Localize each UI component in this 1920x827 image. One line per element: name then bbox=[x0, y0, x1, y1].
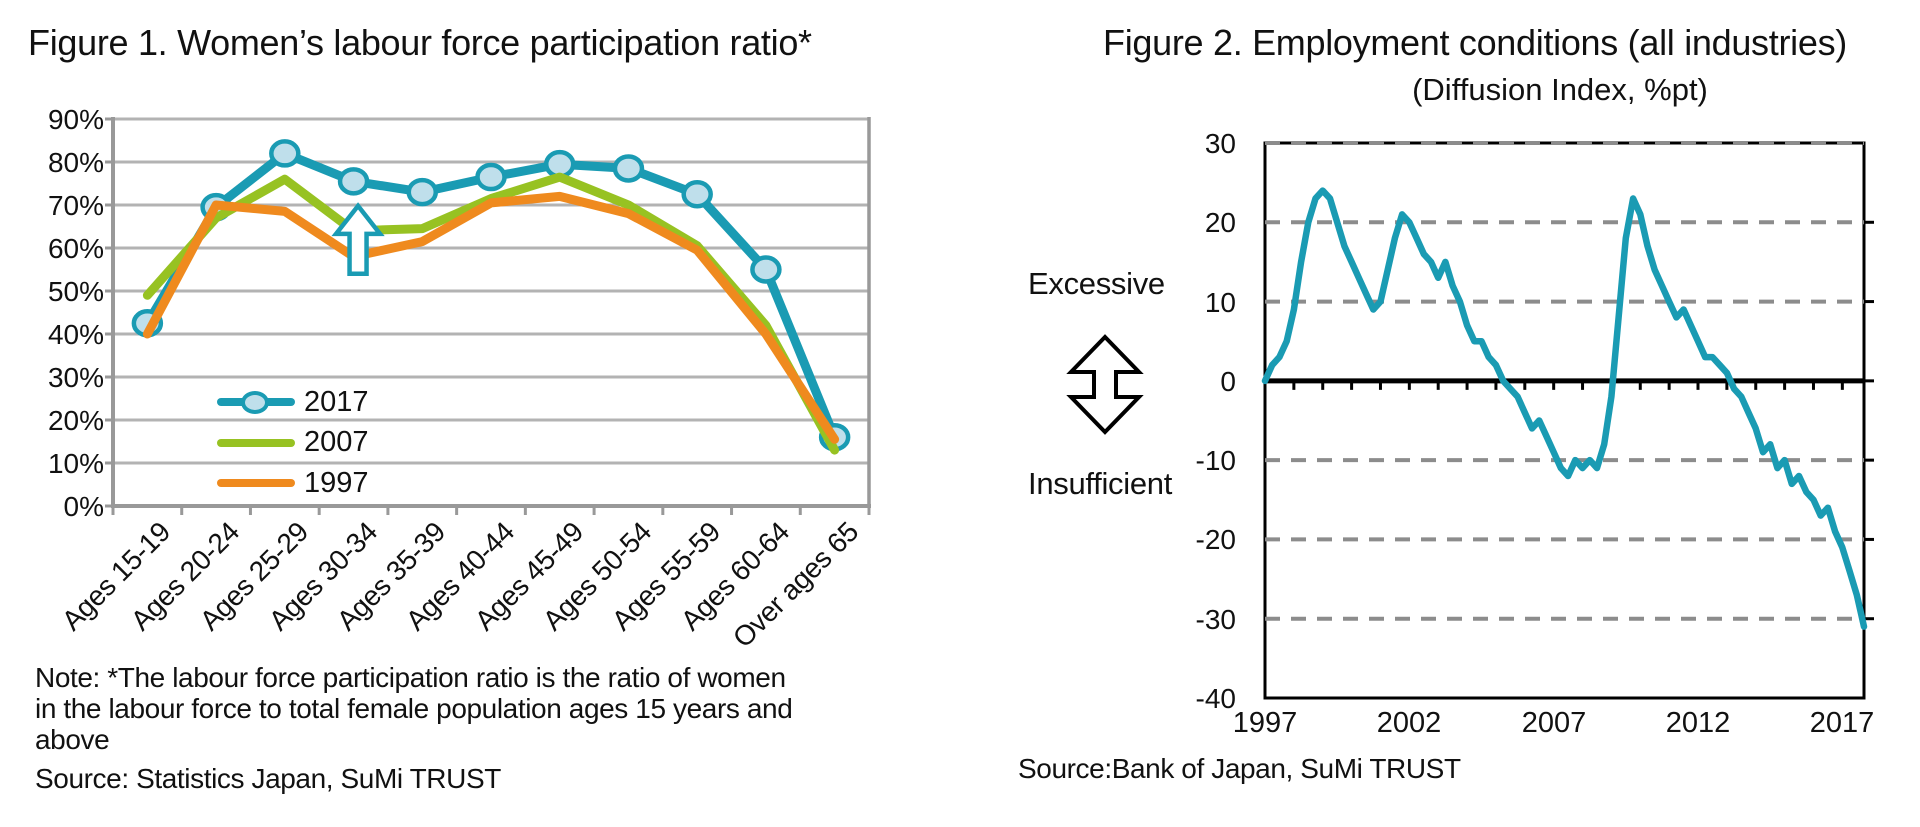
figure2-x-label: 1997 bbox=[1232, 707, 1298, 739]
figure1-marker-2017 bbox=[269, 139, 301, 168]
legend-label: 2007 bbox=[304, 426, 369, 458]
legend-circle-marker bbox=[241, 391, 269, 414]
legend-swatch-2007 bbox=[217, 425, 295, 461]
figure2-x-label: 2007 bbox=[1521, 707, 1587, 739]
figure1-y-label: 20% bbox=[47, 405, 104, 436]
legend-label: 1997 bbox=[304, 466, 369, 499]
figure2-source: Source:Bank of Japan, SuMi TRUST bbox=[1018, 753, 1461, 784]
figure1-y-label: 50% bbox=[47, 276, 104, 307]
figure1-marker-2017 bbox=[750, 255, 782, 284]
figure2-y-label: 20 bbox=[1204, 207, 1236, 238]
figure2-title: Figure 2. Employment conditions (all ind… bbox=[1103, 22, 1847, 63]
figure1-marker-2017 bbox=[543, 149, 576, 179]
legend-swatch-1997 bbox=[217, 465, 295, 501]
figure2-plot-border bbox=[1263, 141, 1866, 700]
figure1-marker-2017 bbox=[475, 162, 507, 192]
figure2-y-label: -20 bbox=[1195, 524, 1236, 555]
figure1-y-label: 90% bbox=[47, 104, 104, 135]
figure1-marker-2017 bbox=[337, 167, 370, 196]
figure2-subtitle: (Diffusion Index, %pt) bbox=[1412, 72, 1708, 107]
figure1-marker-2017 bbox=[612, 154, 645, 183]
figure2-x-label: 2012 bbox=[1665, 707, 1731, 739]
figure1-y-label: 80% bbox=[47, 147, 104, 178]
figure2-y-label: 0 bbox=[1220, 366, 1236, 397]
legend-item-1997: 1997 bbox=[217, 465, 369, 501]
legend-line-swatch bbox=[217, 438, 295, 447]
figure1-note-line-3: above bbox=[35, 724, 110, 755]
figure2-y-label: 30 bbox=[1204, 128, 1236, 159]
figure1-source: Source: Statistics Japan, SuMi TRUST bbox=[35, 763, 501, 794]
legend-swatch-2017 bbox=[217, 384, 295, 420]
figure1-note-line-1: Note: *The labour force participation ra… bbox=[35, 662, 786, 693]
legend-item-2007: 2007 bbox=[217, 425, 369, 461]
figure2-excessive-label: Excessive bbox=[1028, 266, 1165, 301]
legend-item-2017: 2017 bbox=[217, 384, 369, 420]
figure2-y-label: 10 bbox=[1204, 287, 1236, 318]
figure1-title: Figure 1. Women’s labour force participa… bbox=[28, 22, 812, 63]
legend-label: 2017 bbox=[304, 385, 369, 418]
figure1-note-line-2: in the labour force to total female popu… bbox=[35, 693, 793, 724]
figure2-y-label: -40 bbox=[1195, 683, 1236, 714]
figure1-y-label: 70% bbox=[47, 190, 104, 221]
figure1-y-label: 60% bbox=[47, 233, 104, 264]
figure1-y-label: 10% bbox=[47, 448, 104, 479]
legend-line-swatch bbox=[217, 479, 295, 487]
figure2-diffusion-index-line bbox=[1261, 187, 1868, 630]
figure1-marker-2017 bbox=[406, 177, 439, 207]
figure2-x-label: 2002 bbox=[1376, 707, 1442, 739]
figure1-y-label: 30% bbox=[47, 362, 104, 393]
figure1-marker-2017 bbox=[681, 180, 713, 209]
figure1-up-arrow-annotation bbox=[331, 202, 385, 277]
figure2-insufficient-label: Insufficient bbox=[1028, 466, 1173, 501]
double-vertical-arrow-icon bbox=[1066, 334, 1144, 435]
figure1-y-label: 0% bbox=[63, 491, 104, 522]
figure1-series-line-1997 bbox=[142, 191, 840, 444]
figure2-y-label: -10 bbox=[1195, 445, 1236, 476]
figure2-y-label: -30 bbox=[1195, 604, 1236, 635]
figure1-y-label: 40% bbox=[47, 319, 104, 350]
figure2-x-label: 2017 bbox=[1809, 707, 1875, 739]
